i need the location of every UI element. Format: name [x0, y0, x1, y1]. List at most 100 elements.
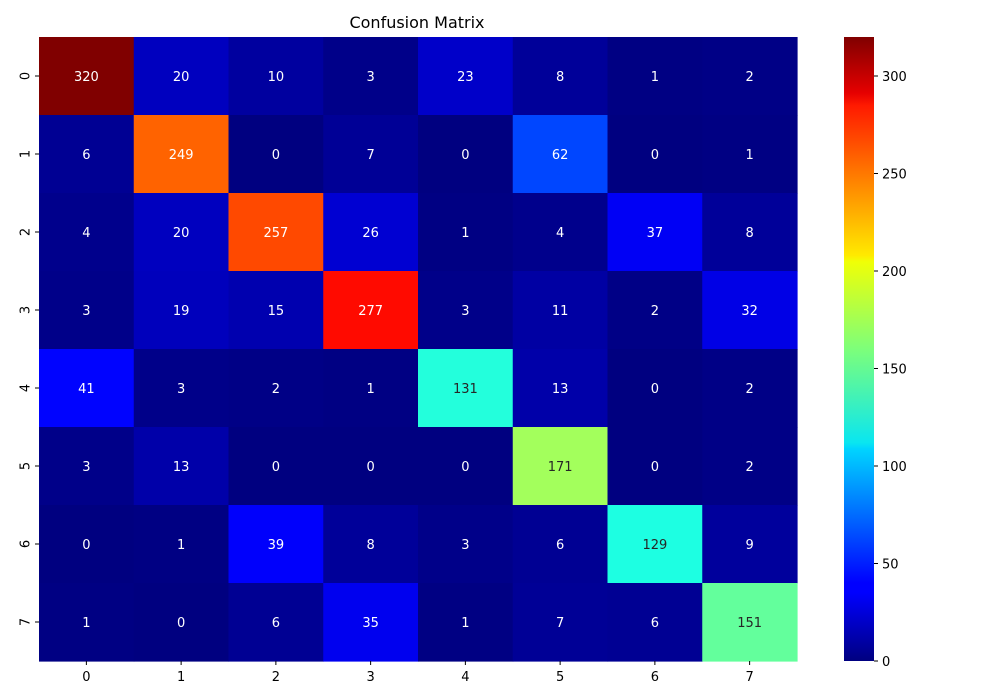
cell-value-label: 0	[651, 382, 659, 397]
heatmap-cell	[418, 505, 514, 584]
colorbar-tick-label: 250	[882, 168, 907, 183]
cell-value-label: 11	[552, 304, 569, 319]
cell-value-label: 10	[268, 70, 285, 85]
cell-value-label: 7	[556, 616, 564, 631]
heatmap-cell	[512, 349, 609, 428]
cell-value-label: 277	[358, 304, 383, 319]
heatmap-cell	[39, 583, 135, 662]
heatmap-cell	[607, 193, 703, 272]
cell-value-label: 0	[651, 460, 659, 475]
cell-value-label: 129	[642, 538, 667, 553]
heatmap-cell	[418, 427, 514, 506]
y-tick-label: 4	[19, 384, 34, 392]
colorbar-tick-label: 150	[882, 363, 907, 378]
cell-value-label: 3	[177, 382, 185, 397]
heatmap-cell	[512, 37, 609, 116]
heatmap-cell	[133, 115, 230, 194]
heatmap-cell	[323, 37, 419, 116]
heatmap-cell	[418, 37, 514, 116]
cell-value-label: 15	[268, 304, 285, 319]
cell-value-label: 0	[272, 148, 280, 163]
chart-title: Confusion Matrix	[349, 13, 484, 32]
cell-value-label: 0	[461, 148, 469, 163]
x-tick-label: 3	[366, 670, 374, 685]
heatmap-cell	[418, 349, 514, 428]
cell-value-label: 20	[173, 226, 190, 241]
cell-value-label: 37	[647, 226, 664, 241]
heatmap-cell	[512, 115, 609, 194]
heatmap-cell	[512, 427, 609, 506]
heatmap-cell	[323, 505, 419, 584]
heatmap-cell	[39, 37, 135, 116]
heatmap-cell	[512, 271, 609, 350]
cell-value-label: 131	[453, 382, 478, 397]
x-tick-label: 0	[82, 670, 90, 685]
cell-value-label: 6	[556, 538, 564, 553]
heatmap-cell	[39, 349, 135, 428]
heatmap-cell	[228, 427, 324, 506]
heatmap-cell	[607, 37, 703, 116]
heatmap-cell	[39, 505, 135, 584]
cell-value-label: 171	[548, 460, 573, 475]
y-tick-label: 1	[19, 150, 34, 158]
cell-value-label: 3	[82, 460, 90, 475]
heatmap-cell	[323, 115, 419, 194]
heatmap-cell	[133, 427, 230, 506]
x-tick-label: 4	[461, 670, 469, 685]
cell-value-label: 0	[272, 460, 280, 475]
x-tick-label: 1	[177, 670, 185, 685]
cell-value-label: 13	[552, 382, 569, 397]
cell-value-label: 1	[461, 226, 469, 241]
cell-value-label: 35	[362, 616, 379, 631]
heatmap-cell	[133, 271, 230, 350]
heatmap-cell	[228, 349, 324, 428]
heatmap-cell	[702, 193, 798, 272]
heatmap-cell	[39, 193, 135, 272]
y-tick-label: 2	[19, 228, 34, 236]
cell-value-label: 0	[461, 460, 469, 475]
cell-value-label: 3	[461, 538, 469, 553]
cell-value-label: 2	[745, 460, 753, 475]
colorbar-tick-label: 200	[882, 265, 907, 280]
heatmap-cell	[228, 193, 324, 272]
heatmap-grid: 320 20 10 3 23 8 1 26 249 0 7 0 62 0 14 20 257 26 1 4 37 83 19…	[39, 37, 798, 662]
cell-value-label: 1	[82, 616, 90, 631]
cell-value-label: 8	[556, 70, 564, 85]
heatmap-cell	[702, 115, 798, 194]
heatmap-cell	[702, 349, 798, 428]
cell-value-label: 32	[741, 304, 758, 319]
heatmap-cell	[39, 115, 135, 194]
cell-value-label: 0	[177, 616, 185, 631]
cell-value-label: 249	[169, 148, 194, 163]
heatmap-cell	[418, 193, 514, 272]
cell-value-label: 0	[651, 148, 659, 163]
cell-value-label: 2	[745, 70, 753, 85]
cell-value-label: 6	[651, 616, 659, 631]
heatmap-cell	[39, 427, 135, 506]
cell-value-label: 1	[745, 148, 753, 163]
heatmap-cell	[607, 349, 703, 428]
heatmap-cell	[228, 37, 324, 116]
heatmap-cell	[512, 193, 609, 272]
heatmap-cell	[228, 583, 324, 662]
x-axis: 0 1 2 3 4 5 6 7	[82, 661, 754, 685]
cell-value-label: 20	[173, 70, 190, 85]
heatmap-cell	[607, 505, 703, 584]
heatmap-cell	[323, 193, 419, 272]
heatmap-cell	[702, 583, 798, 662]
cell-value-label: 13	[173, 460, 190, 475]
cell-value-label: 4	[556, 226, 564, 241]
x-tick-label: 6	[651, 670, 659, 685]
cell-value-label: 4	[82, 226, 90, 241]
y-tick-label: 6	[19, 540, 34, 548]
cell-value-label: 0	[366, 460, 374, 475]
heatmap-cell	[228, 115, 324, 194]
cell-value-label: 3	[82, 304, 90, 319]
heatmap-cell	[228, 505, 324, 584]
x-tick-label: 2	[272, 670, 280, 685]
heatmap-cell	[323, 349, 419, 428]
y-tick-label: 7	[19, 618, 34, 626]
cell-value-label: 1	[366, 382, 374, 397]
cell-value-label: 23	[457, 70, 474, 85]
cell-value-label: 6	[82, 148, 90, 163]
